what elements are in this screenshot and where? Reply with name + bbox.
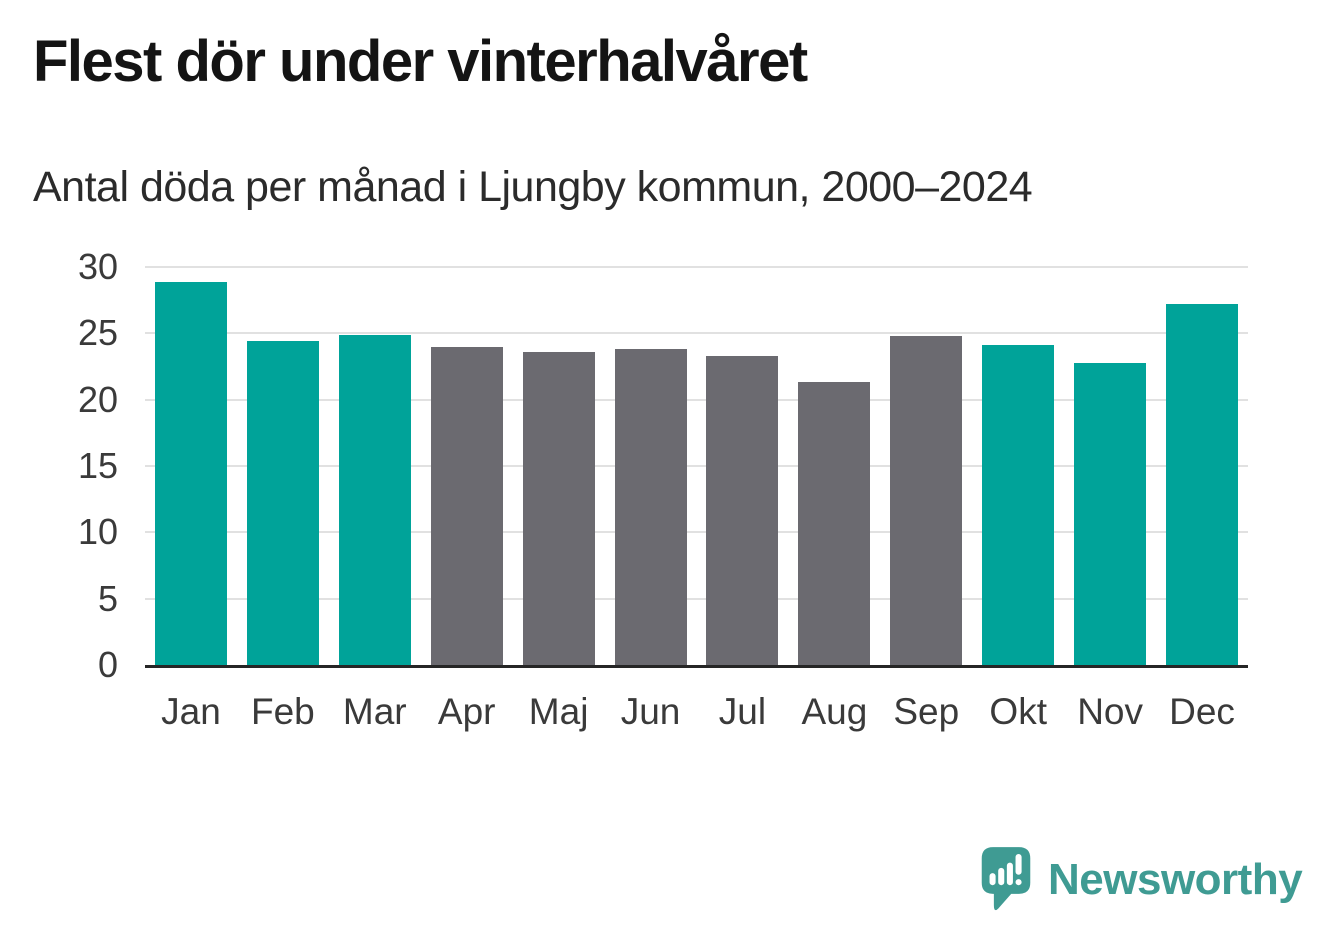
x-tick-feb: Feb [250,691,315,732]
bar-dec [1166,304,1239,665]
x-tick-aug: Aug [801,691,868,732]
brand-footer: Newsworthy [980,845,1303,915]
bar-jul [706,355,779,665]
x-tick-mar: Mar [342,691,407,732]
bar-nov [1074,362,1147,665]
chart-subtitle: Antal döda per månad i Ljungby kommun, 2… [33,163,1033,211]
x-tick-maj: Maj [528,691,589,732]
newsworthy-logo-icon [981,847,1031,911]
y-tick-0: 0 [97,644,118,685]
gridline-30 [145,266,1248,268]
gridline-25 [145,332,1248,335]
plot-area [145,266,1248,668]
gridline-20 [145,398,1248,401]
x-tick-dec: Dec [1169,691,1235,732]
chart-title: Flest dör under vinterhalvåret [33,29,808,94]
x-tick-jan: Jan [161,691,221,732]
bar-feb [246,341,319,665]
x-tick-apr: Apr [437,691,496,732]
bar-aug [798,382,871,665]
x-tick-nov: Nov [1077,691,1144,732]
bar-chart: 0 5 10 15 20 25 30 Jan Feb Mar Apr Maj Jun Jul Aug Sep… [77,246,1248,732]
x-tick-sep: Sep [893,691,960,732]
brand-name: Newsworthy [1048,855,1303,904]
x-tick-jul: Jul [718,691,767,732]
x-tick-jun: Jun [620,691,681,732]
bar-apr [430,346,503,665]
bar-mar [338,334,411,665]
bar-sep [890,336,963,665]
y-tick-10: 10 [77,511,118,553]
y-tick-30: 30 [77,246,118,287]
gridline-10 [145,531,1248,534]
y-tick-20: 20 [77,378,118,420]
bar-okt [982,345,1055,665]
bar-jun [614,349,687,665]
bar-jan [154,281,227,665]
x-axis-line [145,665,1248,668]
bar-maj [522,351,595,665]
x-tick-okt: Okt [989,691,1047,732]
gridline-15 [145,465,1248,467]
y-tick-5: 5 [97,577,118,619]
gridline-5 [145,597,1248,600]
y-tick-15: 15 [77,445,118,486]
y-tick-25: 25 [77,312,118,354]
